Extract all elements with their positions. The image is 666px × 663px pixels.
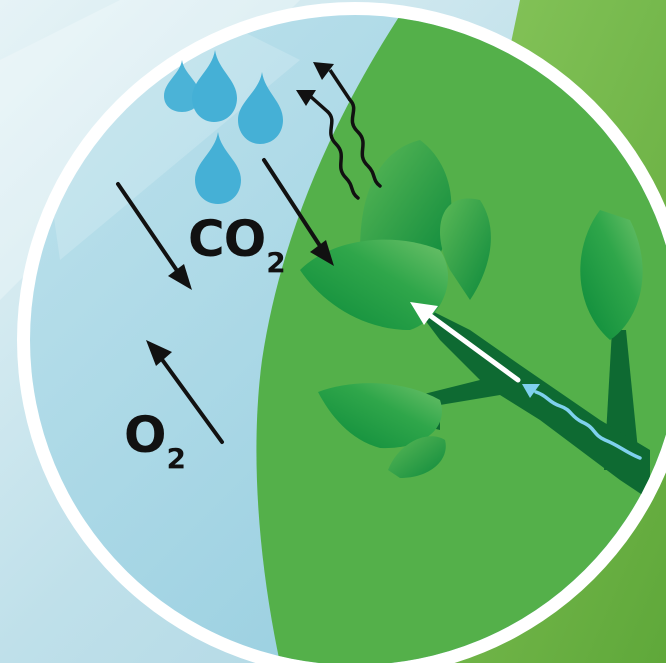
heat-wave-icon — [348, 98, 382, 188]
arrow-icon — [522, 384, 540, 398]
co2-label-main: CO — [188, 210, 266, 268]
arrow-icon — [308, 94, 330, 114]
leaf-icon — [318, 383, 442, 449]
co2-label: CO2 — [188, 214, 286, 277]
water-drop-icon — [192, 50, 237, 122]
leaf-icon — [388, 436, 446, 478]
arrow-icon — [410, 302, 438, 325]
arrow-icon — [328, 69, 352, 101]
leaf-icon — [360, 140, 452, 270]
arrow-icon — [156, 352, 224, 444]
arrow-icon — [296, 90, 316, 106]
arrow-icon — [310, 240, 334, 266]
arrow-icon — [425, 311, 521, 383]
o2-label-subscript: 2 — [166, 442, 186, 475]
water-drop-icon — [195, 132, 241, 204]
leaf-icon — [580, 210, 643, 340]
water-flow-wave — [534, 390, 642, 460]
arrow-icon — [313, 62, 334, 80]
arrow-icon — [146, 340, 172, 366]
stem-icon — [400, 300, 650, 500]
arrow-icon — [262, 158, 326, 254]
arrow-icon — [168, 264, 192, 290]
heat-wave-icon — [326, 110, 360, 200]
leaf-icon — [300, 239, 449, 330]
arrow-icon — [116, 182, 184, 280]
o2-label-main: O — [124, 406, 167, 464]
leaf-icon — [440, 198, 491, 300]
air-light-beam — [40, 20, 300, 260]
o2-label: O2 — [124, 410, 186, 473]
water-drop-icon — [238, 72, 283, 144]
co2-label-subscript: 2 — [266, 246, 286, 279]
water-drop-icon — [164, 60, 200, 112]
